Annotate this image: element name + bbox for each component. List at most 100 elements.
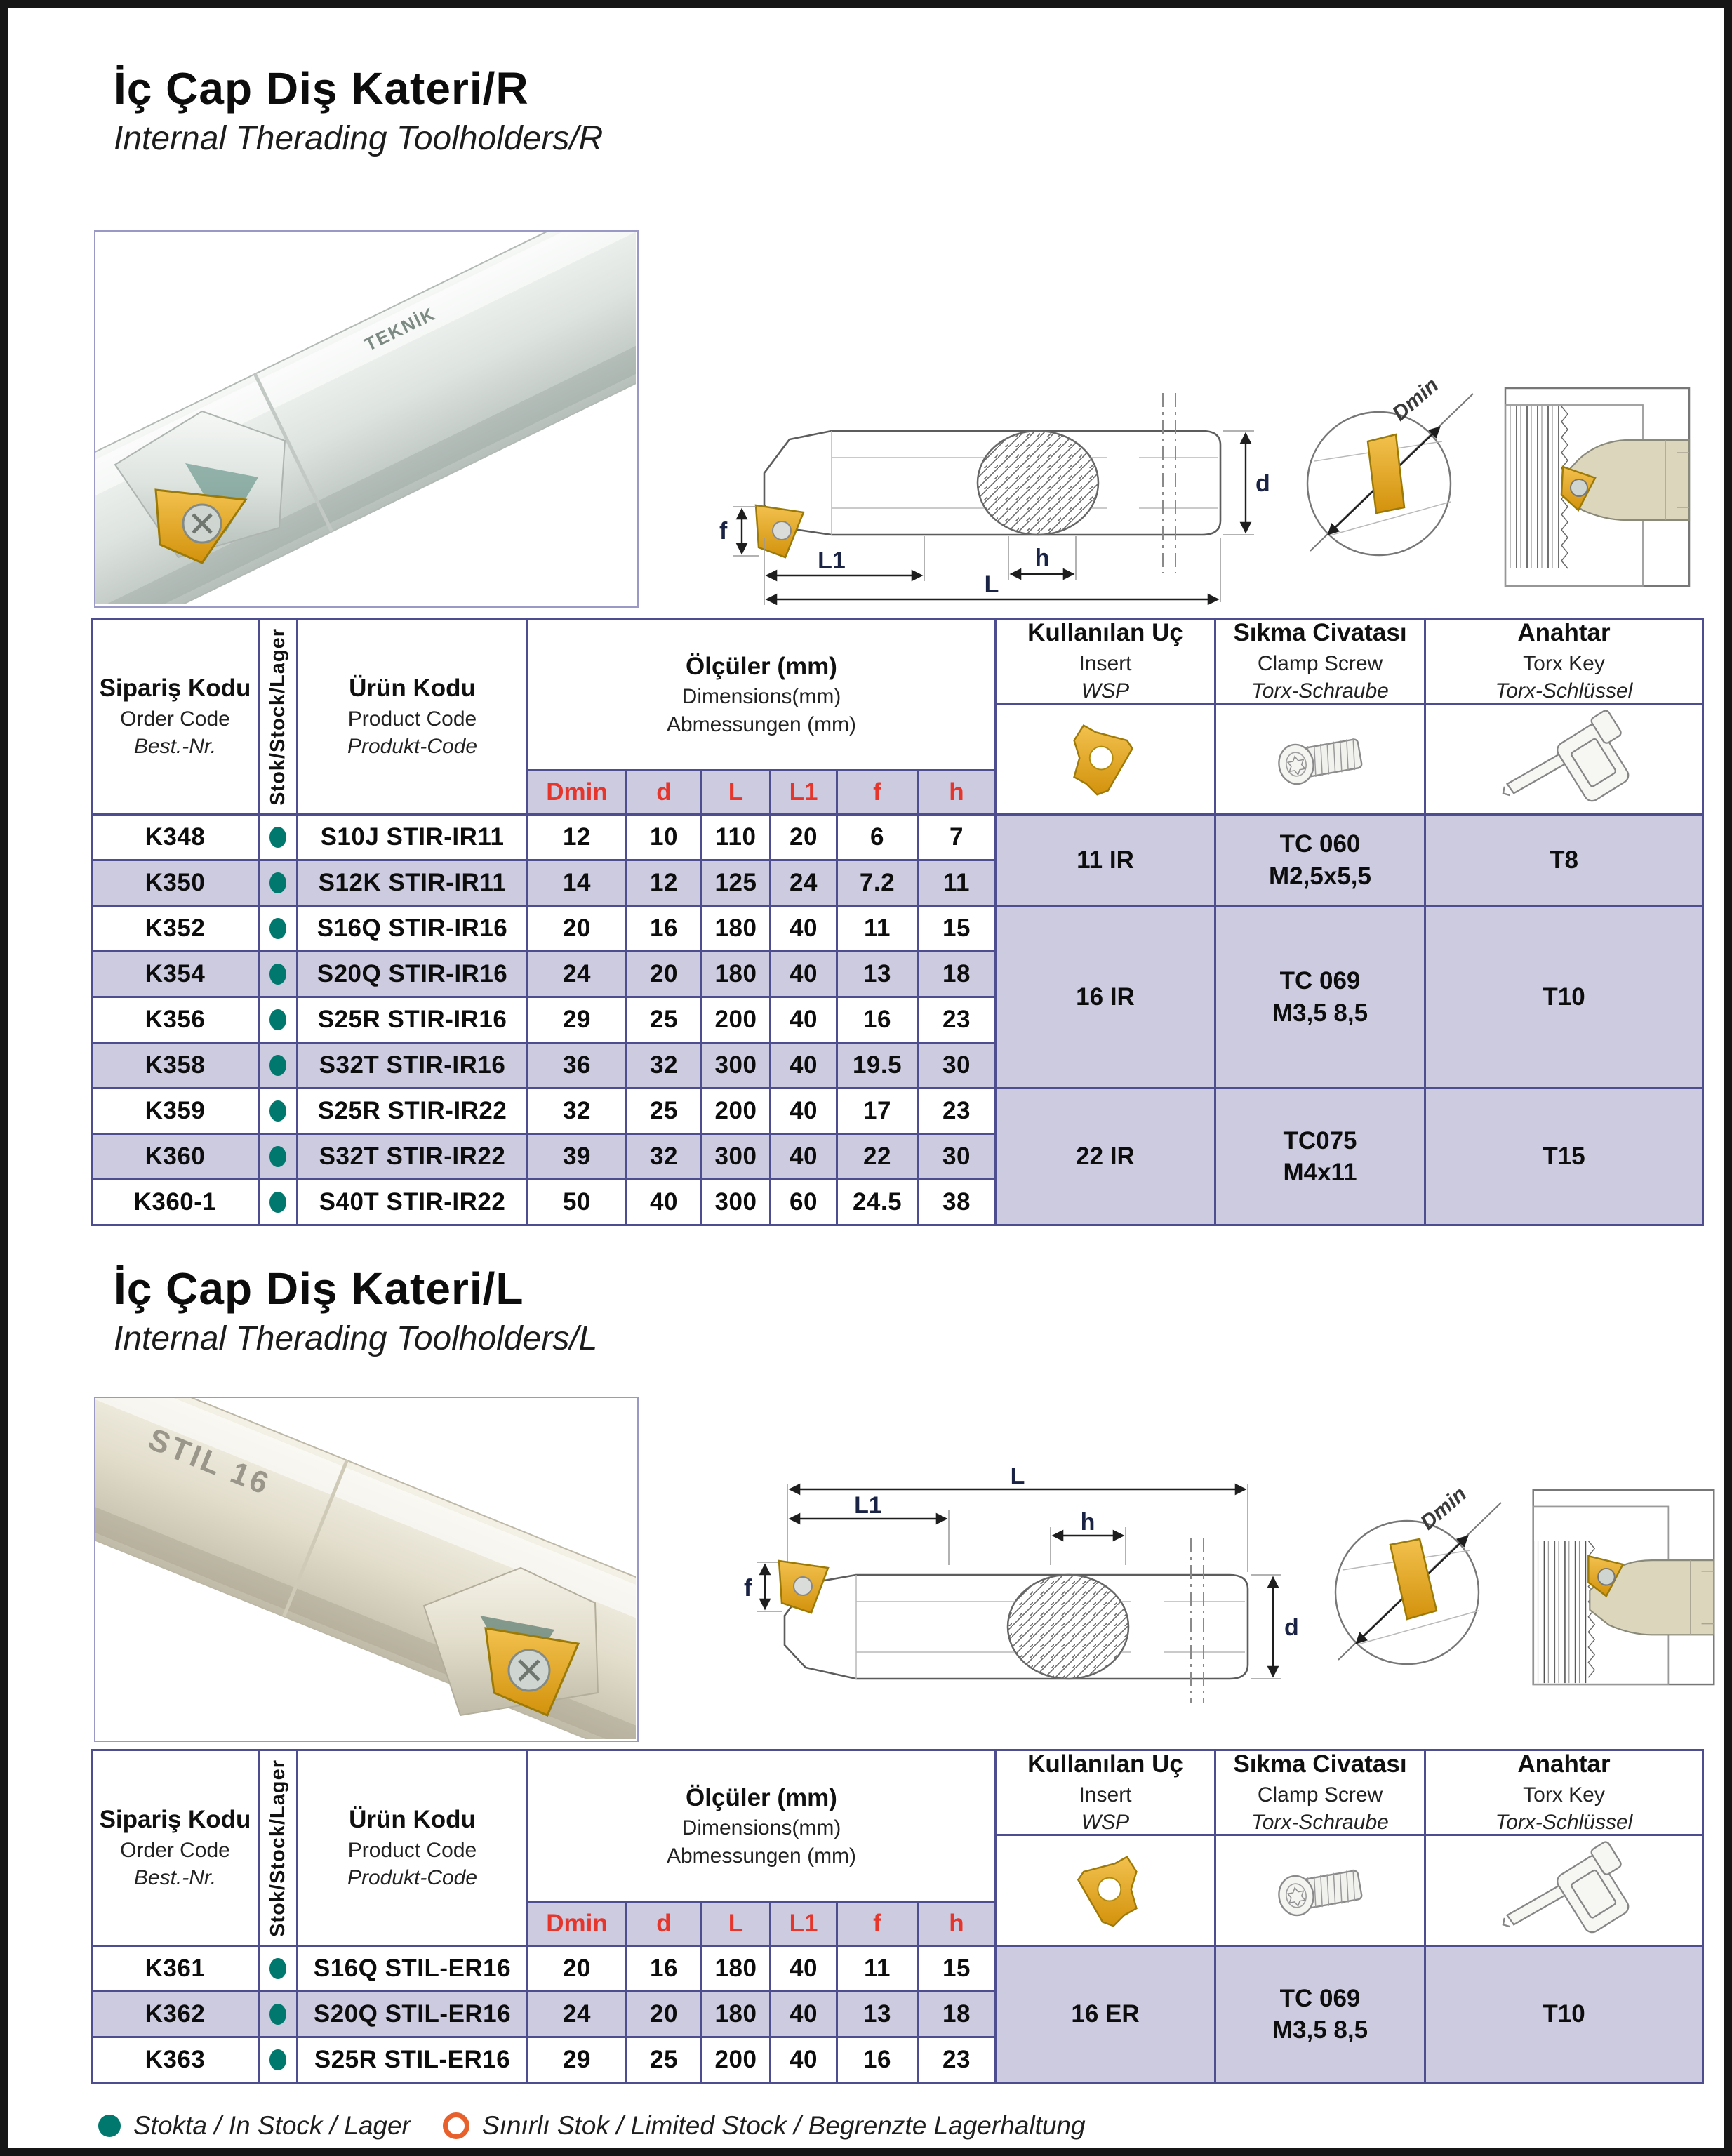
dimension-value-cell: 22: [838, 1135, 917, 1178]
screw-size: M3,5 8,5: [1272, 999, 1368, 1027]
screw-header-en: Clamp Screw: [1257, 1783, 1383, 1806]
stock-status-cell: [260, 1089, 296, 1133]
product-code-cell: S12K STIR-IR11: [298, 861, 526, 905]
dims-header-en: Dimensions(mm): [681, 685, 841, 708]
insert-image-cell: [997, 705, 1214, 813]
torx-group-cell: T10: [1426, 907, 1702, 1087]
stock-status-cell: [260, 907, 296, 950]
stock-header-label: Stok/Stock/Lager: [266, 627, 289, 806]
dim-label-h: h: [1081, 1509, 1095, 1536]
stock-legend: Stokta / In Stock / Lager Sınırlı Stok /…: [98, 2111, 1086, 2141]
screw-size: M3,5 8,5: [1272, 2016, 1368, 2044]
dim-label-l: L: [1011, 1468, 1025, 1489]
dimension-value-cell: 18: [919, 952, 994, 996]
dim-label-l1: L1: [818, 547, 846, 574]
dimension-value-cell: 40: [771, 1135, 836, 1178]
dimension-value-cell: 23: [919, 2038, 994, 2082]
dimension-value-cell: 20: [627, 952, 700, 996]
dim-col-f: f: [838, 1903, 917, 1945]
torx-key-header: Anahtar Torx Key Torx-Schlüssel: [1426, 620, 1702, 703]
in-stock-dot: [269, 872, 286, 893]
screw-code: TC 069: [1279, 1984, 1361, 2012]
stock-status-cell: [260, 2038, 296, 2082]
dimension-value-cell: 30: [919, 1135, 994, 1178]
product-code-cell: S16Q STIL-ER16: [298, 1947, 526, 1990]
dimension-value-cell: 38: [919, 1180, 994, 1224]
in-stock-dot: [269, 1146, 286, 1167]
dimension-value-cell: 25: [627, 998, 700, 1042]
stock-status-cell: [260, 1947, 296, 1990]
dim-col-f: f: [838, 771, 917, 813]
dimensions-header: Ölçüler (mm) Dimensions(mm) Abmessungen …: [528, 1751, 994, 1901]
dim-col-l: L: [702, 771, 769, 813]
section-r-subtitle: Internal Therading Toolholders/R: [114, 120, 604, 157]
clamp-screw-header: Sıkma Civatası Clamp Screw Torx-Schraube: [1216, 620, 1424, 703]
dim-col-d: d: [627, 771, 700, 813]
order-code-cell: K359: [93, 1089, 258, 1133]
dimension-value-cell: 29: [528, 2038, 625, 2082]
dimension-value-cell: 32: [627, 1135, 700, 1178]
dimension-value-cell: 29: [528, 998, 625, 1042]
stock-status-cell: [260, 1044, 296, 1087]
dimension-value-cell: 24: [528, 952, 625, 996]
dimension-value-cell: 40: [627, 1180, 700, 1224]
dimension-value-cell: 16: [838, 2038, 917, 2082]
torx-header-de: Torx-Schlüssel: [1495, 1811, 1633, 1834]
stock-status-cell: [260, 1135, 296, 1178]
torx-key-image-cell: [1426, 1836, 1702, 1945]
product-code-cell: S32T STIR-IR16: [298, 1044, 526, 1087]
toolholder-r-photo-art: TEKNİK: [95, 232, 637, 606]
screw-group-cell: TC 060 M2,5x5,5: [1216, 816, 1424, 905]
dimension-value-cell: 180: [702, 952, 769, 996]
order-code-cell: K352: [93, 907, 258, 950]
dimension-value-cell: 13: [838, 952, 917, 996]
torx-header-tr: Anahtar: [1517, 620, 1611, 647]
dimension-value-cell: 7.2: [838, 861, 917, 905]
dim-label-l1: L1: [854, 1492, 882, 1519]
product-code-cell: S25R STIL-ER16: [298, 2038, 526, 2082]
order-code-cell: K360: [93, 1135, 258, 1178]
dimension-value-cell: 23: [919, 1089, 994, 1133]
screw-code: TC 069: [1279, 967, 1361, 994]
order-code-header: Sipariş Kodu Order Code Best.-Nr.: [93, 620, 258, 813]
dimension-value-cell: 40: [771, 952, 836, 996]
stock-status-cell: [260, 1180, 296, 1224]
dimension-value-cell: 32: [627, 1044, 700, 1087]
dimension-value-cell: 60: [771, 1180, 836, 1224]
dim-col-l1: L1: [771, 1903, 836, 1945]
stock-status-cell: [260, 998, 296, 1042]
toolholder-r-photo: TEKNİK: [94, 230, 639, 608]
dimension-value-cell: 20: [528, 907, 625, 950]
dim-col-dmin: Dmin: [528, 771, 625, 813]
torx-key-icon: [1502, 1840, 1629, 1933]
in-stock-dot: [269, 1192, 286, 1213]
toolholders-l-table: Sipariş Kodu Order Code Best.-Nr. Stok/S…: [91, 1749, 1704, 2084]
insert-header-de: WSP: [1081, 679, 1130, 703]
technical-drawing-l: L L1 h f d: [744, 1468, 1299, 1703]
toolholder-l-photo: STIL 16: [94, 1397, 639, 1742]
dimension-value-cell: 40: [771, 998, 836, 1042]
insert-icon: [1077, 1855, 1138, 1927]
dimension-value-cell: 110: [702, 816, 769, 859]
dimension-value-cell: 23: [919, 998, 994, 1042]
screw-code: TC075: [1283, 1126, 1357, 1154]
product-header-en: Product Code: [347, 1838, 477, 1862]
dims-header-de: Abmessungen (mm): [666, 1844, 857, 1868]
order-code-cell: K354: [93, 952, 258, 996]
dimension-value-cell: 40: [771, 2038, 836, 2082]
in-stock-dot: [98, 2115, 121, 2137]
product-header-de: Produkt-Code: [347, 735, 478, 759]
in-stock-label: Stokta / In Stock / Lager: [133, 2111, 411, 2140]
in-stock-dot: [269, 964, 286, 985]
screw-group-cell: TC075 M4x11: [1216, 1089, 1424, 1224]
dim-col-l: L: [702, 1903, 769, 1945]
insert-header-de: WSP: [1081, 1811, 1130, 1834]
clamp-screw-image-cell: [1216, 1836, 1424, 1945]
dimension-value-cell: 200: [702, 1089, 769, 1133]
dim-col-d: d: [627, 1903, 700, 1945]
dimensions-header: Ölçüler (mm) Dimensions(mm) Abmessungen …: [528, 620, 994, 769]
clamp-screw-icon: [1278, 1869, 1363, 1916]
order-code-cell: K358: [93, 1044, 258, 1087]
dimension-value-cell: 15: [919, 907, 994, 950]
torx-key-header: Anahtar Torx Key Torx-Schlüssel: [1426, 1751, 1702, 1834]
